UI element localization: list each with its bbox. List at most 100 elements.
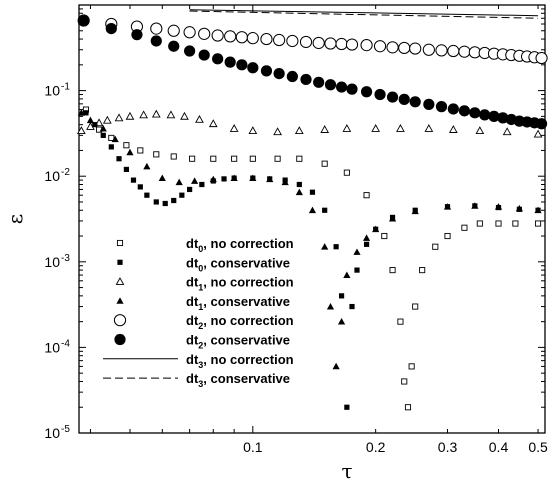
legend-label-name: dt [186,371,199,386]
legend-item: dt1, no correction [115,275,294,293]
data-point [179,192,185,198]
data-point [535,207,541,213]
data-point [363,241,370,247]
data-point [324,79,337,91]
data-point [335,37,348,51]
data-point [189,155,196,162]
data-point [396,124,405,132]
x-axis-title: τ [341,459,352,483]
legend-label-name: dt [186,294,199,309]
data-point [208,119,218,128]
data-point [76,126,86,135]
legend-label-suffix: , conservative [203,255,290,270]
data-point [412,207,418,213]
data-point [296,155,303,162]
data-point [168,40,180,52]
data-point [137,147,144,154]
legend-label-name: dt [186,333,199,348]
data-point [535,51,548,65]
data-point [362,234,371,241]
data-point [143,162,151,170]
data-point [123,166,130,173]
data-point [221,176,227,182]
data-point [77,109,85,116]
y-tick-label: 10 -1 [44,82,70,99]
data-point [472,203,478,209]
data-point [447,44,460,58]
legend-label-suffix: , conservative [203,333,290,348]
data-point [274,155,281,162]
legend-label: dt3, conservative [186,371,290,389]
legend-item: dt0, conservative [117,255,290,273]
data-point [114,113,124,122]
data-point [198,27,211,40]
data-point [409,96,421,108]
series-6 [189,9,539,17]
legend-item: dt2, no correction [113,313,294,331]
data-point [153,199,159,205]
data-point [123,142,130,149]
data-point [398,41,411,55]
series-7 [189,10,539,19]
data-point [250,175,256,181]
legend-label-subscript: 1 [198,302,203,312]
legend-label-name: dt [186,255,199,270]
data-point [497,112,509,124]
data-point [458,45,471,58]
legend-label-suffix: , no correction [203,275,293,290]
data-point [360,39,373,52]
y-tick-labels: 10-510-410-310-210-1 [44,82,70,441]
data-point [533,129,543,138]
data-point [309,189,316,195]
data-point [488,110,500,122]
data-point [235,31,248,44]
data-point [404,404,412,411]
legend-label-name: dt [186,313,199,328]
legend-label-suffix: , no correction [203,236,293,251]
series-2 [76,109,543,138]
series-layer [76,9,548,411]
data-point [296,181,302,188]
data-point [371,124,381,132]
legend-label: dt3, no correction [186,352,294,370]
data-point [373,40,387,53]
data-point [343,169,350,176]
axis-ticks [79,4,545,434]
legend-label-suffix: , no correction [203,313,293,328]
data-point [180,111,189,120]
data-point [320,125,330,133]
data-point [412,303,419,310]
legend-label-suffix: , conservative [203,371,290,386]
data-point [231,175,237,181]
series-line [189,9,539,17]
x-tick-label: 0.2 [366,439,386,455]
y-tick-exponent: -1 [61,82,70,93]
data-point [373,226,379,232]
legend-label-suffix: , conservative [203,294,290,309]
data-point [183,26,196,39]
data-point [495,220,502,227]
y-tick-label: 10 -5 [44,424,70,441]
data-point [116,156,122,162]
data-point [212,53,224,65]
data-point [294,126,304,135]
series-0 [82,106,542,411]
legend-item: dt0, no correction [116,236,294,254]
data-point [534,220,542,227]
data-point [199,181,205,188]
data-point [108,144,114,150]
data-point [469,107,481,119]
data-point [246,32,259,45]
data-point [286,34,299,48]
data-point [171,197,177,204]
data-point [273,33,286,47]
legend-swatch [114,333,126,346]
data-point [144,192,150,198]
data-point [476,220,483,227]
data-point [249,155,256,162]
data-point [295,188,303,196]
data-point [424,124,434,132]
data-point [150,22,163,35]
legend-item: dt3, conservative [103,371,290,389]
y-tick-base: 10 [44,83,60,99]
